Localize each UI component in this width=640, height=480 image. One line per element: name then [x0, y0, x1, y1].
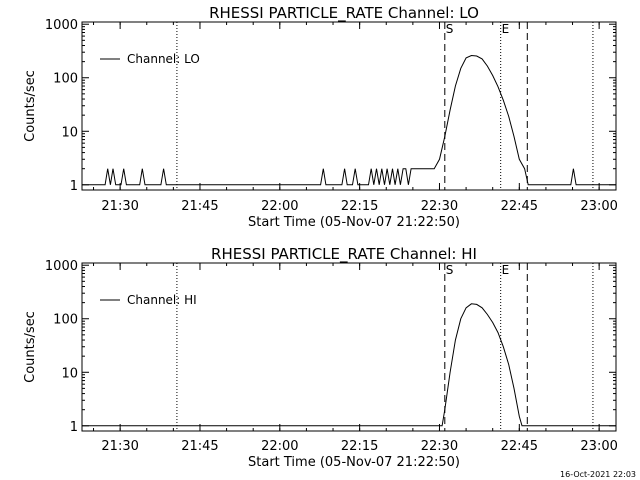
- y-tick-label: 10: [61, 125, 78, 140]
- plot-frame: [81, 21, 617, 191]
- event-marker-label: S: [446, 22, 454, 36]
- x-tick-label: 22:00: [261, 199, 298, 214]
- y-tick-label: 100: [53, 72, 78, 87]
- y-tick-label: 1000: [45, 259, 78, 274]
- plot-frame: [81, 262, 617, 432]
- data-series-line: [82, 54, 616, 186]
- x-tick-label: 21:30: [101, 199, 138, 214]
- x-tick-label: 23:00: [580, 199, 617, 214]
- x-tick-label: 21:45: [181, 439, 218, 454]
- x-tick-label: 21:30: [101, 439, 138, 454]
- chart-panel-1: RHESSI PARTICLE_RATE Channel: LO 1 10 100 10…: [23, 4, 618, 230]
- x-tick-label: 22:15: [341, 439, 378, 454]
- chart-title: RHESSI PARTICLE_RATE Channel: HI: [211, 245, 477, 264]
- y-axis-label: Counts/sec: [23, 70, 38, 142]
- x-tick-label: 22:45: [501, 199, 538, 214]
- event-marker-label: E: [502, 263, 510, 277]
- footer-timestamp: 16-Oct-2021 22:03: [560, 470, 636, 479]
- y-tick-label: 1000: [45, 18, 78, 33]
- x-tick-label: 22:00: [261, 439, 298, 454]
- y-axis-label: Counts/sec: [23, 311, 38, 383]
- chart-title: RHESSI PARTICLE_RATE Channel: LO: [209, 4, 479, 23]
- x-tick-label: 22:30: [421, 199, 458, 214]
- y-tick-label: 1: [70, 179, 78, 194]
- x-axis-label: Start Time (05-Nov-07 21:22:50): [248, 455, 460, 470]
- x-tick-label: 22:30: [421, 439, 458, 454]
- x-tick-label: 22:45: [501, 439, 538, 454]
- event-marker-label: S: [446, 263, 454, 277]
- legend-label: Channel: LO: [127, 52, 200, 66]
- legend-label: Channel: HI: [127, 293, 197, 307]
- y-tick-label: 10: [61, 366, 78, 381]
- x-tick-label: 22:15: [341, 199, 378, 214]
- event-marker-label: E: [502, 22, 510, 36]
- chart-panel-2: RHESSI PARTICLE_RATE Channel: HI 1 10 100 10…: [23, 245, 618, 470]
- data-series-line: [82, 303, 616, 427]
- x-tick-label: 23:00: [580, 439, 617, 454]
- x-tick-label: 21:45: [181, 199, 218, 214]
- x-axis-label: Start Time (05-Nov-07 21:22:50): [248, 215, 460, 230]
- y-tick-label: 100: [53, 313, 78, 328]
- y-tick-label: 1: [70, 420, 78, 435]
